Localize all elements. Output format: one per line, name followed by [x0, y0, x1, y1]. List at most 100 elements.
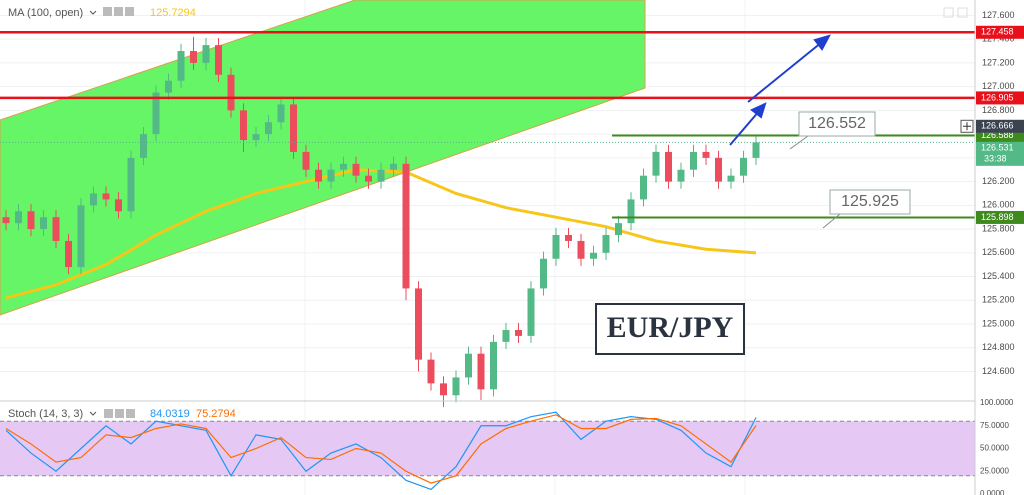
candle-body	[340, 163, 347, 170]
candle-body	[277, 104, 285, 123]
arrows	[729, 34, 832, 146]
candle-body	[702, 151, 710, 158]
icon	[126, 409, 135, 418]
candle-body	[415, 288, 422, 360]
candle-body	[240, 110, 247, 141]
y-tick-label: 127.200	[982, 57, 1015, 67]
candle-body	[252, 134, 260, 141]
candle-body	[327, 169, 335, 182]
y-tick-label: 127.600	[982, 10, 1015, 20]
ma-legend-name: MA (100, open)	[8, 7, 83, 19]
arrow-head	[750, 102, 767, 119]
y-tick-label: 127.000	[982, 81, 1015, 91]
icon	[103, 7, 112, 16]
candle-body	[227, 74, 235, 111]
candle-body	[315, 169, 322, 182]
y-tick-label: 125.200	[982, 295, 1015, 305]
chevron	[89, 10, 97, 15]
level-label-bg	[976, 91, 1024, 105]
candle-body	[127, 157, 135, 212]
header: MA (100, open) 125.7294 Stoch (14, 3, 3)…	[8, 7, 968, 420]
price-axis: 127.600127.400127.200127.000126.800126.6…	[960, 10, 1024, 495]
stoch-panel	[0, 402, 979, 495]
candle-body	[102, 193, 110, 200]
crosshair-label: 126.666	[981, 121, 1014, 131]
candle-body	[677, 169, 685, 182]
candle-body	[690, 151, 697, 170]
candle-body	[77, 205, 85, 268]
symbol-frame	[595, 303, 745, 355]
callout-leader	[789, 135, 809, 150]
y-tick-label: 125.000	[982, 318, 1015, 328]
y-tick-label: 124.600	[982, 366, 1015, 376]
ma-legend-value: 125.7294	[150, 7, 196, 19]
stoch-tick-label: 100.0000	[980, 398, 1014, 407]
callout: 126.552 125.925	[789, 111, 911, 229]
icon	[104, 409, 113, 418]
arrow-head	[813, 34, 832, 51]
candle-body	[402, 163, 410, 289]
candle-body	[665, 151, 672, 182]
level-label: 126.905	[981, 92, 1014, 102]
candle-body	[90, 193, 97, 206]
countdown: 33:38	[984, 154, 1007, 164]
candle-body	[565, 235, 572, 241]
stoch-tick-label: 75.0000	[980, 421, 1009, 430]
candle-body	[2, 217, 10, 224]
candle-body	[740, 157, 747, 176]
candle-body	[652, 151, 660, 176]
candle-body	[440, 383, 447, 396]
candle-body	[302, 151, 310, 170]
candle-body	[490, 341, 497, 390]
stoch-band	[0, 421, 975, 476]
callout-text: 125.925	[841, 193, 899, 210]
candle-body	[577, 240, 585, 259]
price-axis-bg	[975, 0, 1024, 495]
levels	[0, 31, 975, 219]
level-label: 127.458	[981, 27, 1014, 37]
candle-body	[52, 217, 60, 241]
candle-body	[602, 235, 610, 253]
arrow	[747, 41, 823, 103]
stoch-line	[5, 411, 757, 491]
stoch-k-value: 84.0319	[150, 408, 190, 420]
candle-body	[27, 211, 35, 230]
candle-body	[540, 258, 547, 289]
candle-body	[165, 80, 172, 93]
candle-body	[202, 45, 210, 63]
candle-body	[390, 163, 397, 170]
candle-body	[265, 122, 272, 135]
candle-body	[365, 175, 372, 182]
candle-body	[615, 223, 622, 236]
stoch-d-value: 75.2794	[196, 408, 236, 420]
icon	[115, 409, 124, 418]
crosshair-plus-icon	[963, 122, 971, 131]
candle-body	[590, 252, 597, 259]
candles	[2, 36, 760, 408]
y-tick-label: 124.800	[982, 342, 1015, 352]
icon	[943, 7, 954, 18]
channel	[0, 0, 646, 316]
candle-body	[40, 217, 47, 230]
candle-body	[477, 353, 485, 390]
candle-body	[527, 288, 535, 336]
symbol: EUR/JPY	[607, 311, 734, 344]
y-tick-label: 125.600	[982, 247, 1015, 257]
candle-body	[290, 104, 297, 152]
candle-body	[640, 175, 647, 200]
symbol-box: EUR/JPY	[595, 303, 745, 355]
y-tick-label: 125.400	[982, 271, 1015, 281]
level-label: 125.898	[981, 212, 1014, 222]
level-label-bg	[976, 25, 1024, 39]
stoch-tick-label: 25.0000	[980, 466, 1009, 475]
level-label: 126.588	[981, 130, 1014, 140]
candle-body	[452, 377, 460, 396]
stoch-legend-name: Stoch (14, 3, 3)	[8, 408, 83, 420]
icon	[125, 7, 134, 16]
candle-body	[215, 45, 222, 75]
y-tick-label: 126.000	[982, 200, 1015, 210]
candle-body	[427, 359, 435, 384]
stoch-tick-label: 50.0000	[980, 444, 1009, 453]
